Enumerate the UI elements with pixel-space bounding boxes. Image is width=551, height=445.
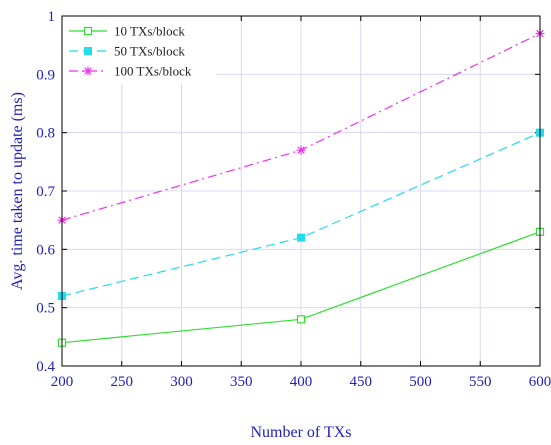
x-tick-label: 200 <box>51 374 74 390</box>
x-tick-label: 500 <box>409 374 432 390</box>
legend-entry-label: 50 TXs/block <box>114 44 185 59</box>
x-tick-label: 300 <box>170 374 193 390</box>
data-point-marker <box>296 315 306 324</box>
x-tick-label: 550 <box>469 374 492 390</box>
legend: 10 TXs/block 50 TXs/block 100 TXs/block <box>62 16 217 84</box>
x-tick-label: 250 <box>111 374 134 390</box>
data-point-marker <box>297 233 305 242</box>
legend-swatch-marker <box>83 26 93 36</box>
plot-frame <box>61 15 541 367</box>
legend-swatch-marker <box>84 47 92 55</box>
y-tick-label: 0.8 <box>36 126 55 142</box>
x-tick-label: 350 <box>230 374 253 390</box>
x-tick-label: 600 <box>529 374 551 390</box>
x-tick-label: 450 <box>350 374 373 390</box>
legend-entry-label: 10 TXs/block <box>114 24 185 39</box>
series-group <box>57 29 545 347</box>
y-tick-label: 0.9 <box>36 67 55 83</box>
y-tick-label: 0.7 <box>36 184 55 200</box>
data-point-marker <box>296 145 306 155</box>
y-tick-label: 0.4 <box>36 359 55 375</box>
y-tick-label: 0.5 <box>36 301 55 317</box>
x-tick-label: 400 <box>290 374 313 390</box>
tick-labels: 200 250 300 350 400 450 500 550 600 0.4 0.5 0.6 0.7 0… <box>36 9 551 390</box>
y-axis-label: Avg. time taken to update (ms) <box>9 92 26 290</box>
legend-entry-label: 100 TXs/block <box>114 64 192 79</box>
legend-swatch-marker <box>83 66 93 76</box>
y-tick-label: 0.6 <box>36 242 55 258</box>
y-tick-label: 1 <box>48 9 56 25</box>
x-axis-label: Number of TXs <box>250 424 351 441</box>
